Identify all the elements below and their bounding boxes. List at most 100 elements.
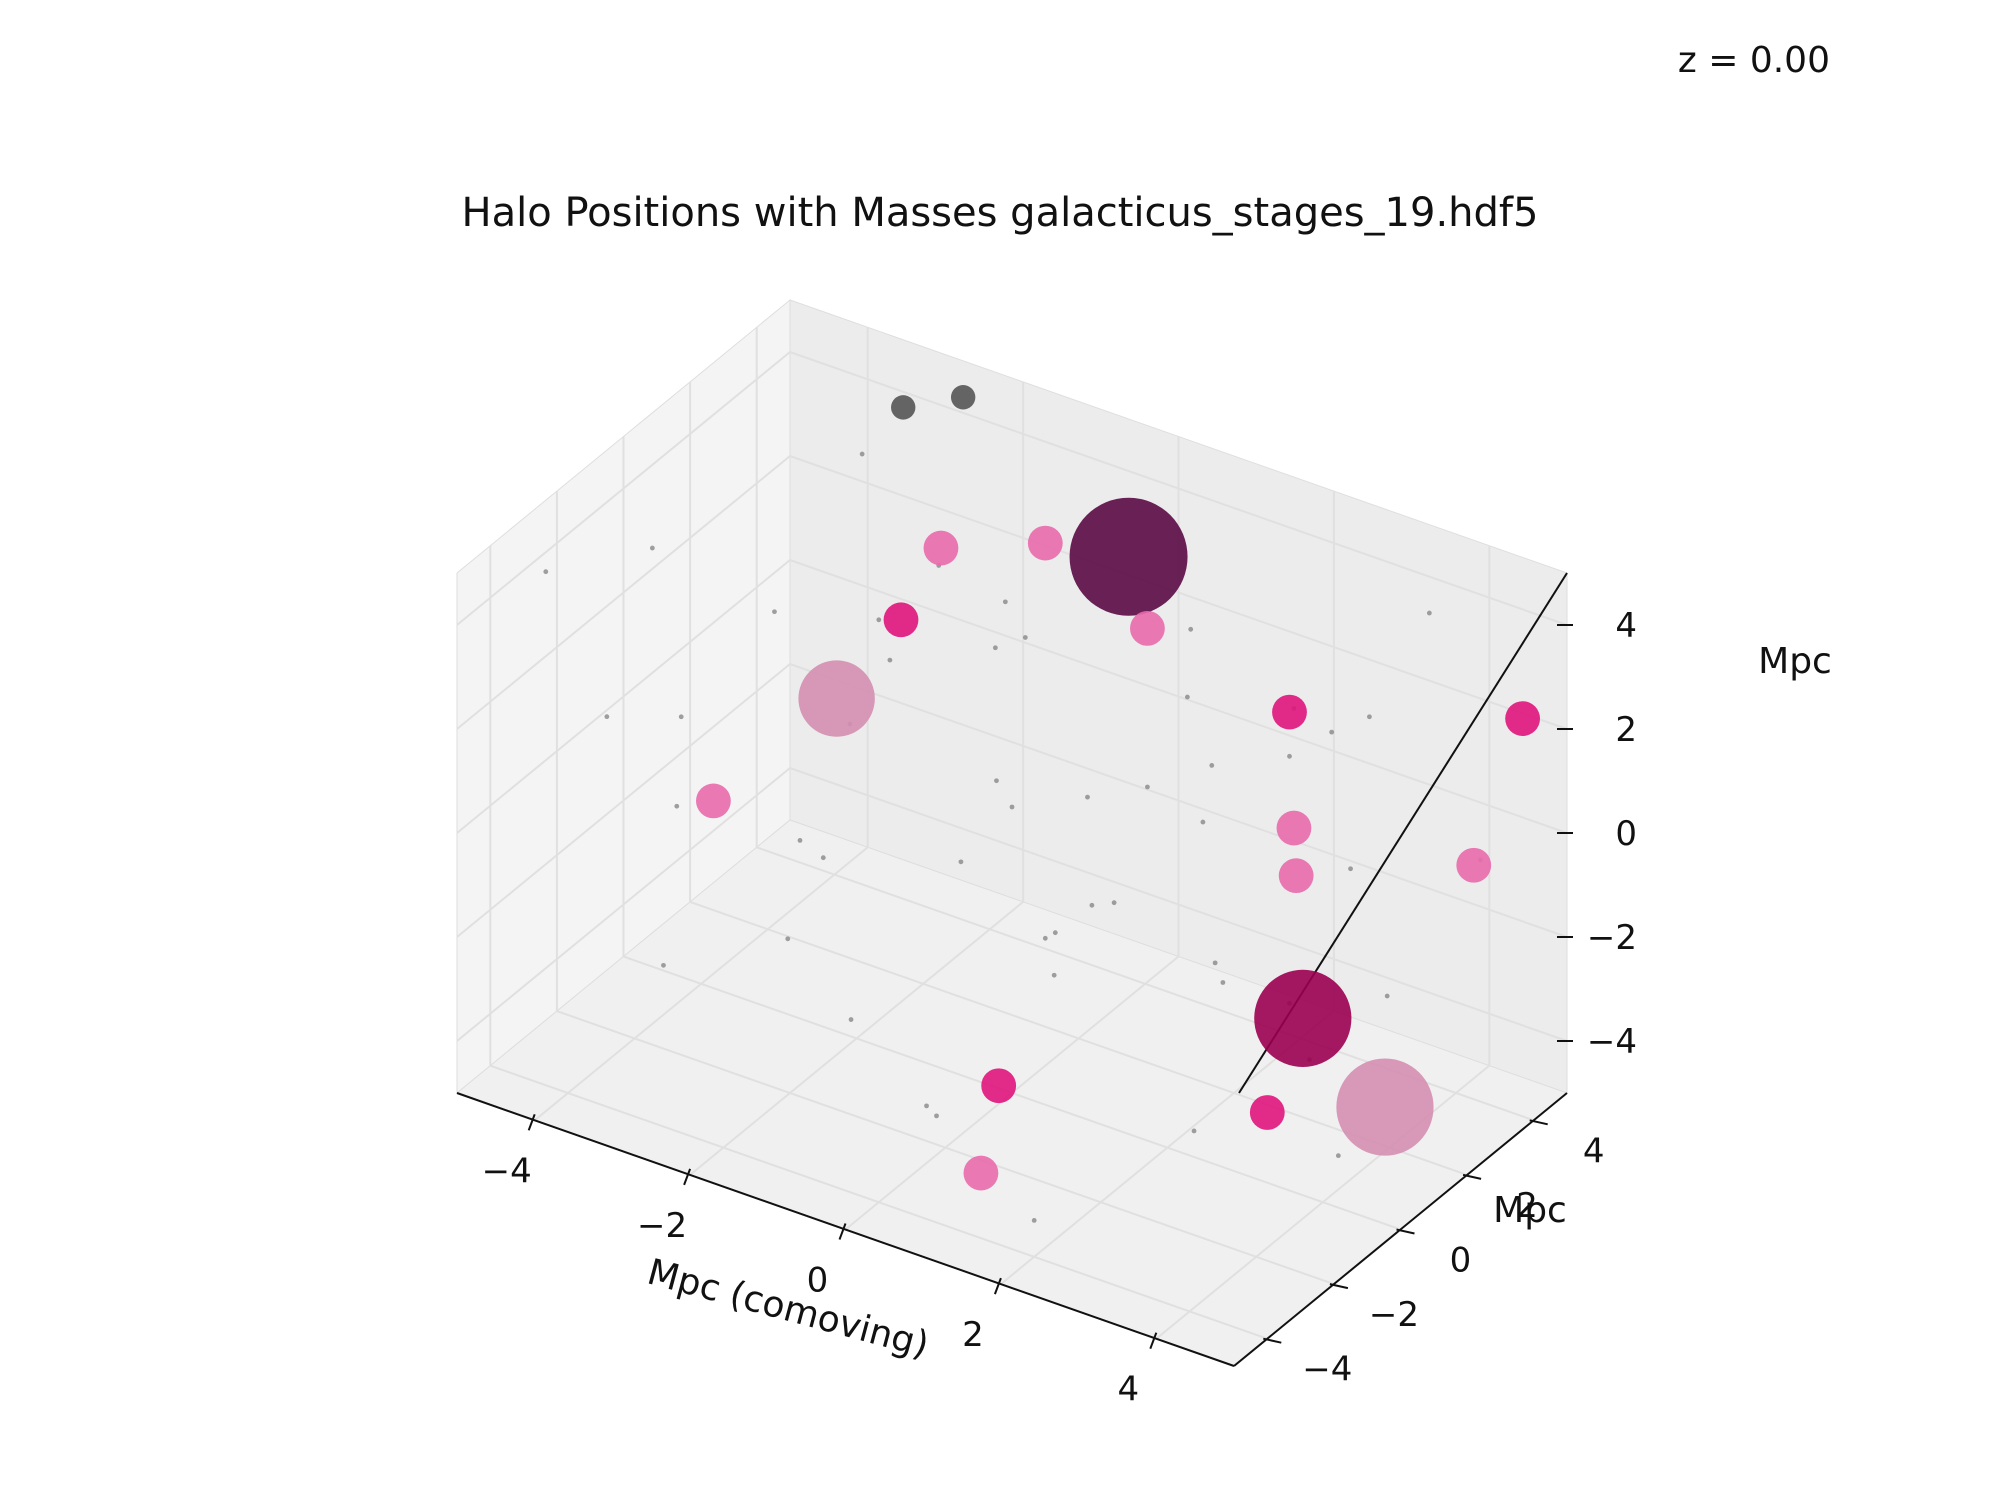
particle-point [1212, 960, 1218, 966]
x-tick-mark [838, 1223, 847, 1240]
y-tick-label: 0 [1450, 1241, 1472, 1281]
particle-point [859, 451, 865, 457]
halo-point [883, 602, 919, 638]
particle-point [1145, 784, 1150, 790]
y-tick-label: 2 [1516, 1186, 1538, 1226]
z-grid-line [456, 454, 1568, 730]
particle-point [1009, 804, 1015, 810]
particle-point [674, 803, 680, 809]
chart-title: Halo Positions with Masses galacticus_st… [462, 190, 1539, 236]
particle-point [1329, 729, 1335, 735]
y-tick-mark [1329, 1283, 1349, 1290]
particle-point [1220, 980, 1226, 985]
grid-lines [456, 327, 1568, 1340]
halo-point [1276, 810, 1312, 846]
halo-point [1027, 525, 1063, 561]
z-grid-line [456, 662, 1568, 938]
halo-point [950, 385, 976, 410]
y-grid-line [489, 545, 1268, 1340]
halo-point [1069, 497, 1188, 616]
particle-point [1042, 935, 1048, 941]
halo-point [1278, 858, 1314, 894]
particle-point [1111, 900, 1117, 906]
y-tick-label: 4 [1583, 1131, 1605, 1171]
particle-point [1022, 635, 1028, 640]
particle-point [1184, 694, 1190, 700]
particle-point [1085, 794, 1090, 800]
y-grid-line [622, 436, 1401, 1231]
y-tick-mark [1529, 1119, 1548, 1126]
particle-point [934, 1113, 939, 1119]
particle-point [1335, 1153, 1341, 1159]
y-axis-label: Mpc [1493, 1190, 1567, 1231]
halo-point [891, 395, 916, 420]
particle-point [1051, 972, 1057, 978]
particle-point [1191, 1128, 1197, 1134]
z-axis-label: Mpc [1758, 641, 1832, 682]
x-tick-mark [993, 1277, 1002, 1295]
z-tick-label: −2 [1587, 918, 1637, 958]
halo-point [981, 1068, 1017, 1104]
particle-point [604, 714, 610, 720]
z-grid-line [456, 350, 1568, 626]
particle-point [678, 714, 684, 720]
halo-point [1505, 701, 1540, 736]
particle-point [1367, 714, 1372, 720]
y-tick-mark [1263, 1337, 1282, 1344]
particle-points [543, 451, 1483, 1223]
tick-marks: −4 −2 0 2 4 −4 −2 0 2 4 −4 −2 0 2 4 [482, 606, 1637, 1410]
halo-point [1130, 610, 1165, 646]
particle-point [848, 1017, 854, 1022]
z-tick-label: 2 [1615, 710, 1637, 750]
x-tick-label: 4 [1117, 1370, 1139, 1410]
particle-point [1089, 902, 1095, 908]
particle-point [1384, 993, 1390, 999]
halo-point [923, 530, 959, 566]
x-tick-label: −4 [482, 1151, 532, 1191]
x-grid-line [689, 381, 1025, 1176]
particle-point [1426, 610, 1432, 616]
particle-point [1287, 753, 1292, 759]
halo-point [963, 1155, 999, 1191]
halo-point [1456, 847, 1492, 883]
particle-point [958, 859, 964, 865]
x-grid-line [1155, 545, 1491, 1340]
z-tick-label: 4 [1615, 606, 1637, 646]
redshift-annotation: z = 0.00 [1678, 40, 1830, 81]
particle-point [1031, 1218, 1037, 1223]
x-tick-label: 0 [807, 1261, 829, 1301]
x-tick-label: 2 [962, 1315, 984, 1355]
x-tick-label: −2 [637, 1206, 687, 1246]
particle-point [1052, 930, 1058, 936]
y-tick-mark [1462, 1173, 1482, 1180]
x-tick-mark [1149, 1332, 1158, 1350]
halo-point [696, 783, 731, 819]
halo-points [696, 385, 1540, 1191]
y-grid-line [555, 491, 1335, 1286]
z-tick-label: −4 [1587, 1022, 1637, 1062]
particle-point [820, 855, 826, 861]
z-grid-line [456, 558, 1568, 834]
particle-point [924, 1103, 929, 1109]
particle-point [1348, 866, 1353, 872]
particle-point [649, 545, 655, 551]
particle-point [797, 838, 803, 843]
y-grid-line [689, 381, 1468, 1176]
particle-point [1188, 626, 1194, 632]
particle-point [1200, 819, 1206, 825]
x-axis-line [456, 1092, 1235, 1367]
halo-point [1254, 969, 1352, 1067]
z-tick-label: 0 [1615, 814, 1637, 854]
particle-point [772, 609, 777, 615]
y-tick-label: −4 [1302, 1350, 1352, 1390]
particle-point [543, 569, 549, 575]
halo-point [798, 660, 875, 737]
y-tick-mark [1396, 1228, 1415, 1235]
z-grid-line [456, 766, 1568, 1042]
particle-point [785, 936, 791, 942]
particle-point [994, 778, 999, 784]
particle-point [1002, 599, 1008, 605]
x-axis-label: Mpc (comoving) [643, 1252, 933, 1366]
x-grid-line [844, 436, 1180, 1231]
